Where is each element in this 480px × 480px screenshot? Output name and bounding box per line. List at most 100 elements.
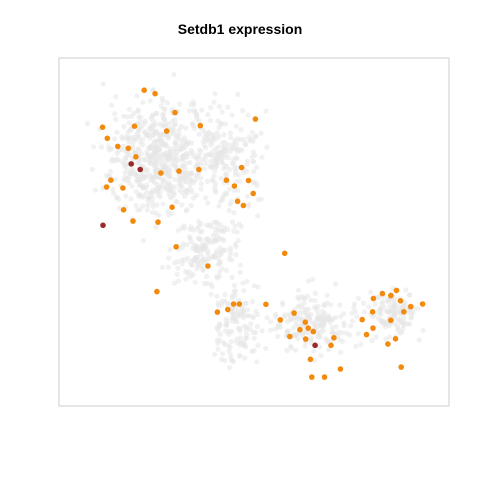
expression-point [198, 123, 204, 129]
expression-point [420, 301, 426, 307]
background-cell-point [243, 301, 248, 306]
background-cell-point [297, 310, 302, 315]
background-cell-point [177, 148, 182, 153]
background-cell-point [228, 353, 233, 358]
background-cell-point [161, 201, 166, 206]
background-cell-point [280, 300, 285, 305]
expression-point [408, 304, 414, 310]
background-cell-point [376, 316, 381, 321]
background-cell-point [229, 199, 234, 204]
background-cell-point [225, 227, 230, 232]
background-cell-point [241, 340, 246, 345]
background-cell-point [215, 152, 220, 157]
background-cell-point [393, 321, 398, 326]
background-cell-point [153, 168, 158, 173]
background-cell-point [220, 299, 225, 304]
background-cell-point [91, 144, 96, 149]
background-cell-point [409, 316, 414, 321]
background-cell-point [295, 336, 300, 341]
background-cell-point [144, 133, 149, 138]
background-cell-point [216, 204, 221, 209]
background-cell-point [242, 356, 247, 361]
background-cell-point [215, 347, 220, 352]
background-cell-point [188, 274, 193, 279]
expression-point [105, 136, 111, 142]
background-cell-point [217, 260, 222, 265]
background-cell-point [218, 121, 223, 126]
background-cell-point [127, 107, 132, 112]
background-cell-point [407, 292, 412, 297]
plot-frame [59, 58, 449, 406]
background-cell-point [245, 158, 250, 163]
background-cell-point [362, 309, 367, 314]
background-cell-point [179, 202, 184, 207]
background-cell-point [287, 317, 292, 322]
background-cell-point [188, 102, 193, 107]
background-cell-point [227, 167, 232, 172]
background-cell-point [176, 228, 181, 233]
background-cell-point [313, 291, 318, 296]
background-cell-point [220, 109, 225, 114]
expression-point [152, 91, 158, 97]
background-cell-point [125, 153, 130, 158]
high-expression-point [137, 167, 143, 173]
background-cell-point [221, 132, 226, 137]
expression-point [172, 110, 178, 116]
expression-point [169, 204, 175, 210]
background-cell-point [155, 148, 160, 153]
background-cell-point [214, 146, 219, 151]
background-cell-point [193, 280, 198, 285]
background-cell-point [268, 328, 273, 333]
background-cell-point [198, 221, 203, 226]
background-cell-point [196, 152, 201, 157]
background-cell-point [354, 314, 359, 319]
expression-point [309, 374, 315, 380]
background-cell-point [184, 242, 189, 247]
background-cell-point [327, 316, 332, 321]
background-cell-point [190, 258, 195, 263]
background-cell-point [204, 274, 209, 279]
expression-point [104, 184, 110, 190]
background-cell-point [173, 140, 178, 145]
background-cell-point [315, 316, 320, 321]
background-cell-point [254, 133, 259, 138]
background-cell-point [127, 139, 132, 144]
background-cell-point [390, 308, 395, 313]
background-cell-point [353, 344, 358, 349]
background-cell-point [136, 133, 141, 138]
background-cell-point [366, 304, 371, 309]
background-cell-point [203, 195, 208, 200]
background-cell-point [151, 204, 156, 209]
background-cell-point [227, 208, 232, 213]
background-cell-point [311, 349, 316, 354]
background-cell-point [421, 328, 426, 333]
background-cell-point [255, 343, 260, 348]
background-cell-point [175, 259, 180, 264]
background-cell-point [252, 283, 257, 288]
background-cell-point [239, 148, 244, 153]
background-cell-point [197, 132, 202, 137]
background-cell-point [259, 155, 264, 160]
background-cell-point [215, 160, 220, 165]
background-cell-point [223, 248, 228, 253]
background-cell-point [251, 159, 256, 164]
background-cell-point [160, 96, 165, 101]
background-cell-point [228, 249, 233, 254]
background-cell-point [381, 299, 386, 304]
background-cell-point [259, 131, 264, 136]
background-cell-point [167, 183, 172, 188]
background-cell-point [190, 263, 195, 268]
background-cell-point [163, 178, 168, 183]
background-cell-point [278, 325, 283, 330]
background-cell-point [306, 307, 311, 312]
expression-point [398, 364, 404, 370]
background-cell-point [319, 325, 324, 330]
background-cell-point [173, 199, 178, 204]
background-cell-point [114, 130, 119, 135]
background-cell-point [246, 113, 251, 118]
background-cell-point [188, 235, 193, 240]
background-cell-point [125, 166, 130, 171]
background-cell-point [252, 153, 257, 158]
expression-point [232, 183, 238, 189]
background-cell-point [131, 111, 136, 116]
